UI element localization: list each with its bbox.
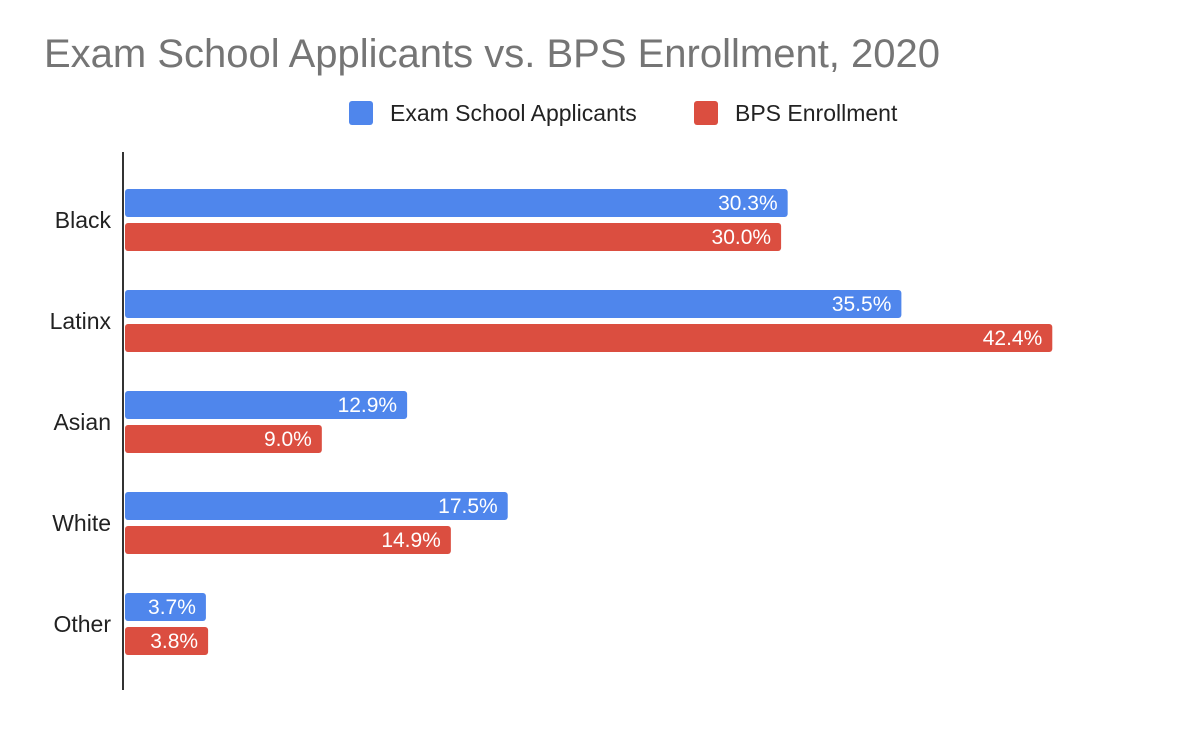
category-label-latinx: Latinx <box>50 308 112 334</box>
bar-exam-school-applicants-asian <box>125 391 408 419</box>
legend-label-exam-school-applicants: Exam School Applicants <box>390 100 637 126</box>
bar-label-exam-school-applicants-asian: 12.9% <box>338 394 398 417</box>
bar-bps-enrollment-black <box>125 223 782 251</box>
bar-label-bps-enrollment-asian: 9.0% <box>264 428 312 451</box>
bar-bps-enrollment-white <box>125 526 451 554</box>
bar-label-exam-school-applicants-white: 17.5% <box>438 495 498 518</box>
chart-title: Exam School Applicants vs. BPS Enrollmen… <box>44 32 940 76</box>
bar-group <box>125 189 1053 655</box>
category-label-asian: Asian <box>53 409 111 435</box>
bar-exam-school-applicants-black <box>125 189 788 217</box>
bar-label-exam-school-applicants-latinx: 35.5% <box>832 293 892 316</box>
bar-label-exam-school-applicants-other: 3.7% <box>148 596 196 619</box>
bar-exam-school-applicants-latinx <box>125 290 902 318</box>
bar-bps-enrollment-other <box>125 627 209 655</box>
bar-exam-school-applicants-white <box>125 492 508 520</box>
category-label-black: Black <box>55 207 112 233</box>
legend: Exam School Applicants BPS Enrollment <box>349 100 898 126</box>
bar-exam-school-applicants-other <box>125 593 206 621</box>
bar-label-exam-school-applicants-black: 30.3% <box>718 192 778 215</box>
legend-swatch-bps-enrollment <box>694 101 718 125</box>
bar-label-bps-enrollment-latinx: 42.4% <box>983 327 1043 350</box>
bar-bps-enrollment-asian <box>125 425 322 453</box>
bar-bps-enrollment-latinx <box>125 324 1053 352</box>
legend-label-bps-enrollment: BPS Enrollment <box>735 100 898 126</box>
bar-label-bps-enrollment-other: 3.8% <box>150 630 198 653</box>
category-label-other: Other <box>53 611 111 637</box>
category-label-group: Black Latinx Asian White Other <box>50 207 112 637</box>
category-label-white: White <box>52 510 111 536</box>
bar-label-group: 30.3% 30.0% 35.5% 42.4% 12.9% 9.0% 17.5% 14.9% 3… <box>148 192 1042 653</box>
legend-swatch-exam-school-applicants <box>349 101 373 125</box>
bar-label-bps-enrollment-black: 30.0% <box>712 226 772 249</box>
bar-label-bps-enrollment-white: 14.9% <box>381 529 441 552</box>
